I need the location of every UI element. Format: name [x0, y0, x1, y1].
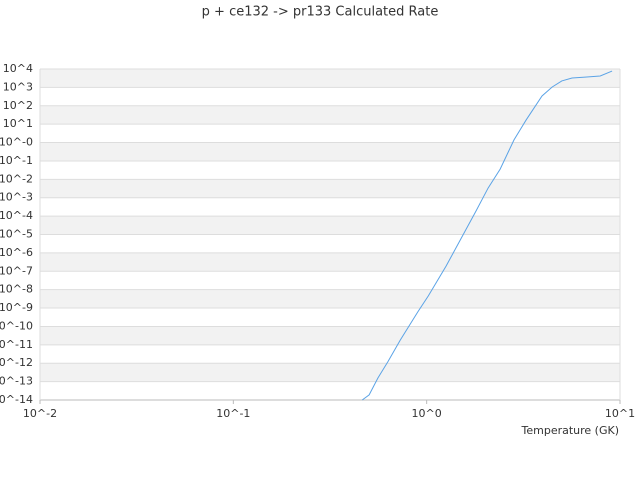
- x-tick-label: 10^0: [412, 407, 442, 420]
- grid-band: [40, 252, 620, 272]
- y-tick-label: 10^3: [3, 80, 33, 93]
- grid-band: [40, 69, 620, 88]
- x-axis-label: Temperature (GK): [521, 424, 620, 437]
- grid-band: [40, 142, 620, 161]
- grid-band: [40, 179, 620, 198]
- grid-band: [40, 344, 620, 364]
- grid-band: [40, 105, 620, 125]
- grid-band: [40, 124, 620, 143]
- data-line: [361, 70, 613, 401]
- grid-band: [40, 289, 620, 309]
- y-tick-label: 10^2: [3, 99, 33, 112]
- y-tick-label: 10^-6: [0, 246, 33, 259]
- y-tick-label: 10^-4: [0, 209, 33, 222]
- y-tick-label: 10^1: [3, 117, 33, 130]
- y-tick-label: 10^-5: [0, 228, 33, 241]
- chart-title: p + ce132 -> pr133 Calculated Rate: [202, 5, 439, 20]
- y-tick-label: 10^-10: [0, 319, 33, 332]
- y-tick-label: 10^-9: [0, 301, 33, 314]
- grid-band: [40, 363, 620, 382]
- grid-band: [40, 326, 620, 345]
- grid-band: [40, 87, 620, 106]
- y-tick-label: 10^-7: [0, 264, 33, 277]
- y-tick-label: 10^4: [3, 62, 33, 75]
- x-tick-label: 10^-2: [23, 407, 57, 420]
- y-tick-label: 10^-11: [0, 338, 33, 351]
- y-tick-label: 10^-0: [0, 136, 33, 149]
- x-tick-label: 10^1: [605, 407, 635, 420]
- y-tick-label: 10^-1: [0, 154, 33, 167]
- grid-band: [40, 234, 620, 253]
- y-tick-label: 10^-3: [0, 191, 33, 204]
- x-tick-label: 10^-1: [216, 407, 250, 420]
- grid-band: [40, 160, 620, 180]
- grid-band: [40, 197, 620, 217]
- grid-band: [40, 308, 620, 327]
- y-tick-label: 10^-13: [0, 375, 33, 388]
- grid-band: [40, 271, 620, 290]
- y-tick-label: 10^-8: [0, 283, 33, 296]
- grid-band: [40, 381, 620, 400]
- y-tick-label: 10^-14: [0, 393, 33, 406]
- grid-band: [40, 216, 620, 235]
- y-tick-label: 10^-12: [0, 356, 33, 369]
- y-tick-label: 10^-2: [0, 172, 33, 185]
